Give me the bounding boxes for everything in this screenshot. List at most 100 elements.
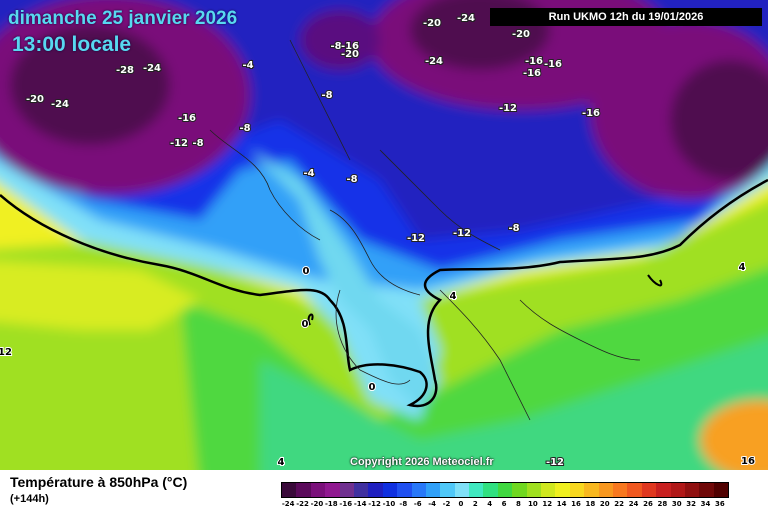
isotherm-label: -24 [425, 56, 443, 67]
color-swatch [569, 483, 585, 497]
isotherm-label: 4 [450, 291, 457, 302]
color-swatch [339, 483, 354, 497]
isotherm-label: 4 [739, 262, 746, 273]
scale-tick-label: -10 [382, 500, 396, 508]
scale-tick-label: -18 [325, 500, 338, 508]
color-swatch [483, 483, 498, 497]
scale-tick-label: -14 [353, 500, 367, 508]
color-swatch [310, 483, 326, 497]
color-swatch [670, 483, 685, 497]
color-swatch [526, 483, 542, 497]
zero-isotherm [0, 178, 768, 408]
scale-tick-label: -2 [442, 500, 451, 508]
run-info: Run UKMO 12h du 19/01/2026 [490, 8, 762, 26]
color-swatch [641, 483, 657, 497]
scale-tick-label: -22 [296, 500, 309, 508]
scale-tick-label: -20 [310, 500, 324, 508]
scale-tick-label: 6 [501, 500, 507, 508]
isotherm-label: -12 [453, 228, 471, 239]
isotherm-label: 12 [0, 347, 12, 358]
isotherm-label: -8 [346, 174, 357, 185]
isotherm-label: -16 [178, 113, 196, 124]
scale-tick-label: -4 [428, 500, 436, 508]
parameter-title: Température à 850hPa (°C) [10, 474, 188, 490]
scale-tick-label: 30 [671, 500, 682, 508]
isotherm-label: -16 [523, 68, 541, 79]
color-swatch [584, 483, 599, 497]
forecast-date: dimanche 25 janvier 2026 [8, 8, 238, 29]
isotherm-label: -12 [499, 103, 517, 114]
isotherm-label: -20 [341, 49, 359, 60]
scale-tick-label: 12 [542, 500, 553, 508]
isotherm-label: -20 [26, 94, 44, 105]
color-swatch [684, 483, 700, 497]
scale-tick-label: 34 [700, 500, 711, 508]
scale-tick-label: -12 [368, 500, 381, 508]
color-swatch [353, 483, 369, 497]
scale-tick-label: 32 [686, 500, 696, 508]
isotherm-label: -4 [303, 168, 314, 179]
scale-tick-label: 14 [556, 500, 567, 508]
forecast-time: 13:00 locale [12, 33, 132, 56]
color-swatch [425, 483, 441, 497]
color-swatch [627, 483, 642, 497]
color-scale-ticks: -24 -22 -20 -18 -16 -14 -12 -10 -8 -6 -4 -2 0 2 4 6 8 10 1… [281, 500, 727, 510]
color-swatch [656, 483, 671, 497]
color-swatch [296, 483, 311, 497]
color-swatch [497, 483, 513, 497]
isotherm-label: -20 [423, 18, 441, 29]
copyright: Copyright 2026 Meteociel.fr [350, 456, 494, 468]
scale-tick-label: 24 [628, 500, 639, 508]
scale-tick-label: 16 [571, 500, 581, 508]
isotherm-label: -8 [321, 90, 332, 101]
isotherm-label: -16 [525, 56, 543, 67]
scale-tick-label: 26 [643, 500, 653, 508]
isotherm-label: -8 [239, 123, 250, 134]
isotherm-label: -24 [457, 13, 475, 24]
color-swatch [699, 483, 714, 497]
scale-tick-label: 4 [487, 500, 493, 508]
isotherm-label: -16 [544, 59, 562, 70]
isotherm-label: 4 [278, 457, 285, 468]
isotherm-label: -16 [341, 41, 359, 52]
scale-tick-label: -8 [399, 500, 408, 508]
color-swatch [612, 483, 628, 497]
color-scale [281, 482, 730, 498]
temperature-field [0, 0, 768, 470]
color-swatch [368, 483, 383, 497]
legend-footer: Température à 850hPa (°C) (+144h) -24 -22… [0, 470, 768, 512]
color-swatch [325, 483, 340, 497]
isotherm-label: 0 [303, 266, 310, 277]
color-swatch [454, 483, 470, 497]
isotherm-label: -12 [546, 457, 564, 468]
isotherm-label: -16 [582, 108, 600, 119]
isotherm-label: -20 [512, 29, 530, 40]
isotherm-label: 0 [302, 319, 309, 330]
color-swatch [282, 483, 297, 497]
color-swatch [555, 483, 570, 497]
scale-tick-label: 20 [599, 500, 610, 508]
scale-tick-label: -16 [339, 500, 353, 508]
color-swatch [598, 483, 613, 497]
scale-tick-label: -24 [281, 500, 295, 508]
color-swatch [397, 483, 412, 497]
map-canvas: -28 -24-20 -24-16-12 -8-4-8 -16-20-8-8-4-8-2… [0, 0, 768, 470]
isotherm-label: -24 [51, 99, 69, 110]
isotherm-label: -28 [116, 65, 134, 76]
lead-time: (+144h) [10, 493, 49, 505]
scale-tick-label: 0 [458, 500, 464, 508]
isotherm-label: 16 [741, 456, 755, 467]
isotherm-label: -4 [242, 60, 253, 71]
isotherm-label: -8 [192, 138, 203, 149]
isotherm-label: -12 [170, 138, 188, 149]
scale-tick-label: 22 [614, 500, 625, 508]
scale-tick-label: 8 [516, 500, 521, 508]
scale-tick-label: 10 [527, 500, 538, 508]
scale-tick-label: 28 [657, 500, 668, 508]
color-swatch [382, 483, 398, 497]
isotherm-labels: -28 -24-20 -24-16-12 -8-4-8 -16-20-8-8-4-8-2… [0, 12, 756, 469]
scale-tick-label: 36 [715, 500, 725, 508]
isotherm-label: 0 [369, 382, 376, 393]
color-swatch [469, 483, 484, 497]
scale-tick-label: 2 [472, 500, 478, 508]
